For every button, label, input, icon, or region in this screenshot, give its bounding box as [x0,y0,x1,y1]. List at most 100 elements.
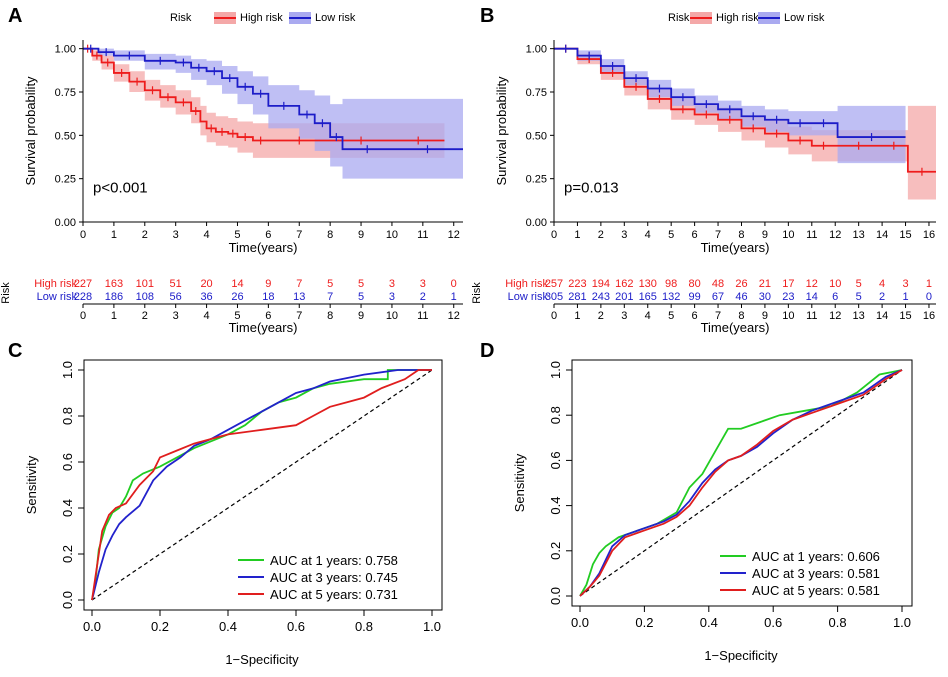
x-tick-label: 4 [204,229,210,241]
roc-curve-3-year [579,369,903,597]
risk-table-tick-label: 4 [204,310,210,322]
risk-table-tick-label: 1 [111,310,117,322]
risk-table-cell: 5 [358,291,364,303]
legend-a: Risk High risk Low risk [170,12,356,24]
risk-table-cell: 3 [389,291,395,303]
risk-table-cell: 2 [879,291,885,303]
risk-table-cell: 21 [759,278,771,290]
x-tick-label: 3 [173,229,179,241]
risk-table-cell: 5 [856,278,862,290]
legend-label: AUC at 1 years: 0.758 [270,553,398,568]
risk-table-cell: 17 [782,278,794,290]
x-tick-label: 1.0 [423,619,441,634]
risk-table-tick-label: 2 [142,310,148,322]
x-tick-label: 0.2 [151,619,169,634]
risk-table-tick-label: 4 [645,310,651,322]
x-tick-label: 12 [448,229,460,241]
risk-table-cell: 243 [592,291,610,303]
risk-table-cell: 67 [712,291,724,303]
x-tick-label: 6 [692,229,698,241]
x-tick-label: 12 [829,229,841,241]
x-tick-label: 0.0 [571,615,589,630]
risk-table-cell: 46 [735,291,747,303]
risk-table-cell: 7 [327,291,333,303]
y-tick-label: 0.25 [55,174,76,186]
x-tick-label: 0 [80,229,86,241]
legend-title: Risk [668,12,690,24]
risk-table-tick-label: 1 [574,310,580,322]
y-tick-label: 0.0 [548,587,563,605]
x-axis-label: 1−Specificity [225,652,299,667]
risk-table-cell: 5 [327,278,333,290]
y-tick-label: 1.00 [526,44,547,56]
y-tick-label: 0.00 [526,217,547,229]
x-tick-label: 0.8 [355,619,373,634]
roc-curve-5-year [91,369,432,601]
risk-table-tick-label: 8 [738,310,744,322]
x-tick-label: 6 [265,229,271,241]
risk-table-cell: 165 [639,291,657,303]
roc-curve-3-year [91,369,432,601]
risk-table-cell: 186 [105,291,123,303]
risk-table-cell: 2 [420,291,426,303]
risk-table-cell: 1 [902,291,908,303]
risk-table-cell: 12 [806,278,818,290]
risk-table-x-label: Time(years) [701,320,770,335]
x-tick-label: 8 [327,229,333,241]
x-tick-label: 14 [876,229,888,241]
x-tick-label: 1.0 [893,615,911,630]
risk-table-cell: 14 [231,278,243,290]
risk-table-cell: 5 [358,278,364,290]
risk-table-row-label: High risk [34,278,77,290]
risk-table-tick-label: 0 [80,310,86,322]
panel-label-d: D [480,340,494,362]
risk-table-tick-label: 8 [327,310,333,322]
risk-table-tick-label: 5 [668,310,674,322]
risk-table-cell: 108 [136,291,154,303]
y-tick-label: 0.8 [60,407,75,425]
x-tick-label: 0.6 [764,615,782,630]
risk-table-row-label: High risk [505,278,548,290]
risk-table-tick-label: 9 [358,310,364,322]
x-tick-label: 0.6 [287,619,305,634]
y-tick-label: 1.00 [55,44,76,56]
x-tick-label: 11 [417,229,428,241]
risk-table-tick-label: 6 [692,310,698,322]
risk-table-cell: 26 [735,278,747,290]
x-tick-label: 1 [574,229,580,241]
risk-table-cell: 18 [262,291,274,303]
roc-curve-5-year [579,369,903,597]
risk-table-cell: 132 [662,291,680,303]
roc-plot-c: 0.0 0.2 0.4 0.6 0.8 1.0 0.0 0.2 0.4 0.6 0.8 1.0 1−Sp… [24,359,443,667]
risk-table-cell: 0 [926,291,932,303]
risk-table-tick-label: 7 [715,310,721,322]
legend-label: AUC at 3 years: 0.745 [270,570,398,585]
x-tick-label: 7 [715,229,721,241]
x-tick-label: 0.0 [83,619,101,634]
x-tick-label: 7 [296,229,302,241]
x-tick-label: 0.8 [829,615,847,630]
risk-table-cell: 99 [688,291,700,303]
risk-table-cell: 13 [293,291,305,303]
risk-table-tick-label: 0 [551,310,557,322]
risk-table-cell: 1 [926,278,932,290]
risk-table-tick-label: 14 [876,310,888,322]
risk-table-cell: 162 [615,278,633,290]
survival-curve-low [83,47,463,151]
risk-table-cell: 228 [74,291,92,303]
risk-table-cell: 36 [200,291,212,303]
x-tick-label: 8 [738,229,744,241]
y-tick-label: 1.0 [548,361,563,379]
risk-table-cell: 281 [568,291,586,303]
risk-table-cell: 26 [231,291,243,303]
risk-table-tick-label: 9 [762,310,768,322]
risk-table-cell: 14 [806,291,818,303]
confidence-band-low [83,48,463,179]
legend-label: AUC at 1 years: 0.606 [752,549,880,564]
survival-curve-high [554,47,936,173]
y-axis-label: Sensitivity [24,455,39,514]
x-tick-label: 0 [551,229,557,241]
y-tick-label: 0.2 [60,545,75,563]
risk-table-cell: 20 [200,278,212,290]
